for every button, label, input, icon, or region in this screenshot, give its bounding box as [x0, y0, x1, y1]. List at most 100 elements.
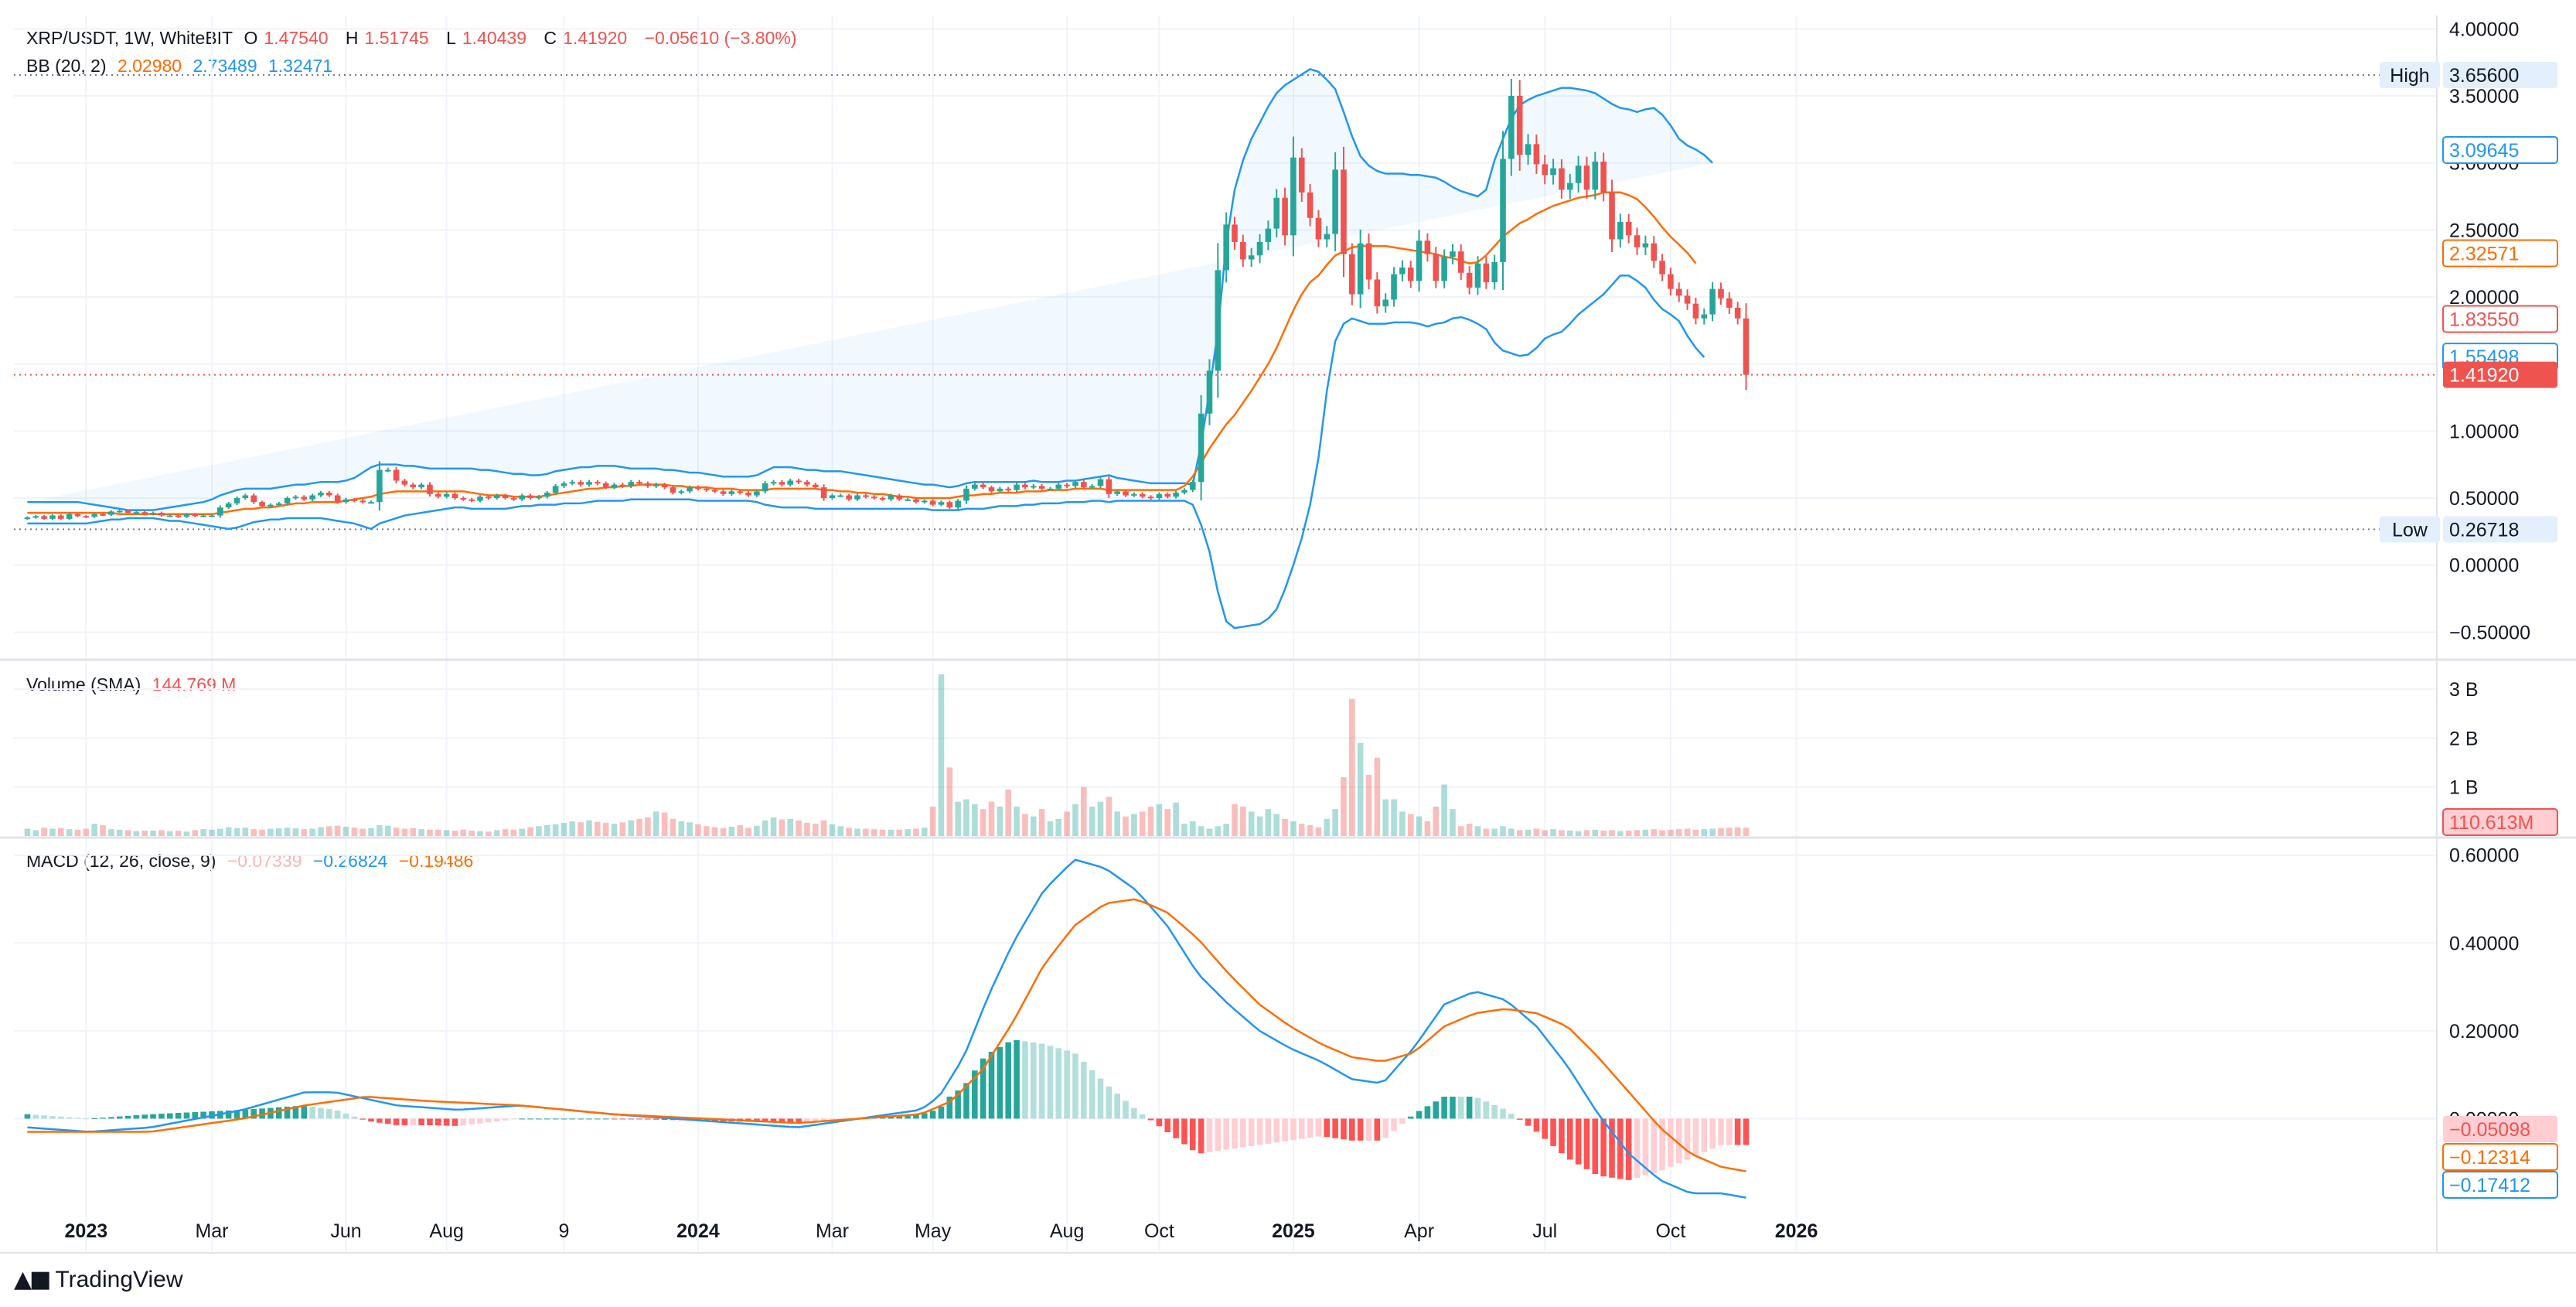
candle-body: [628, 482, 635, 486]
volume-bar: [1726, 828, 1733, 836]
macd-hist-bar: [1055, 1048, 1062, 1119]
volume-bar: [595, 821, 601, 836]
candle: [1164, 492, 1171, 499]
macd-hist-bar: [192, 1112, 199, 1119]
macd-hist-bar: [1701, 1118, 1708, 1153]
macd-hist-bar: [1198, 1118, 1205, 1154]
time-axis-label: Jun: [330, 1220, 361, 1242]
volume-bar: [1374, 757, 1381, 836]
candle: [1391, 267, 1397, 307]
candle: [1374, 272, 1381, 314]
macd-hist-bar: [1374, 1118, 1381, 1141]
candle: [552, 483, 559, 495]
volume-bar: [393, 828, 400, 836]
candle: [1441, 249, 1447, 288]
candle-body: [434, 493, 441, 497]
macd-hist-bar: [578, 1118, 584, 1120]
volume-bar: [1215, 826, 1222, 836]
macd-hist-bar: [1014, 1039, 1020, 1119]
volume-bar: [929, 807, 936, 836]
volume-bar: [1349, 698, 1355, 836]
volume-bar: [1491, 828, 1498, 836]
macd-hist-bar: [1223, 1118, 1229, 1150]
candle-body: [209, 515, 215, 517]
volume-last-tag: 110.613M: [2442, 808, 2558, 836]
macd-hist-bar: [393, 1118, 400, 1125]
candle: [1726, 292, 1733, 314]
candle-body: [1240, 241, 1246, 260]
candle: [1743, 303, 1750, 391]
volume-bar: [1324, 818, 1331, 836]
macd-hist-bar: [1441, 1097, 1447, 1119]
volume-bar: [267, 828, 274, 836]
macd-hist-bar: [275, 1107, 282, 1119]
macd-hist-bar: [116, 1116, 123, 1119]
candle-body: [754, 491, 760, 496]
candle-body: [1131, 493, 1137, 496]
macd-hist-bar: [653, 1118, 659, 1120]
volume-bar: [1416, 816, 1423, 836]
macd-hist-bar: [519, 1118, 526, 1120]
volume-bar: [510, 829, 517, 836]
macd-hist-bar: [32, 1114, 39, 1119]
candle: [183, 513, 190, 518]
candle-body: [1341, 169, 1347, 254]
macd-hist-bar: [284, 1106, 291, 1119]
macd-hist-bar: [938, 1106, 945, 1119]
volume-bar: [225, 827, 232, 836]
macd-hist-bar: [980, 1058, 986, 1119]
macd-hist-bar: [1332, 1118, 1338, 1138]
candle-body: [1684, 295, 1691, 304]
candle: [1315, 210, 1322, 247]
candle-body: [384, 469, 391, 472]
macd-hist-bar: [1609, 1118, 1615, 1178]
time-axis-label: Mar: [816, 1220, 849, 1242]
candle: [133, 510, 140, 514]
candle: [1064, 483, 1070, 488]
time-axis-label: 2026: [1775, 1220, 1818, 1242]
tradingview-logo[interactable]: ▲■ TradingView: [14, 1266, 183, 1293]
macd-hist-bar: [905, 1114, 911, 1119]
candle-body: [1156, 493, 1163, 498]
candle: [1684, 289, 1691, 310]
macd-hist-bar: [1047, 1046, 1054, 1119]
volume-bar: [687, 822, 693, 836]
candle-body: [863, 495, 869, 497]
volume-bar: [1014, 807, 1020, 836]
macd-hist-bar: [1391, 1118, 1397, 1131]
volume-bar: [1164, 809, 1171, 836]
candle: [1416, 230, 1423, 292]
candle: [469, 497, 475, 503]
volume-bar: [284, 828, 291, 836]
volume-bar: [552, 824, 559, 836]
candle: [1701, 308, 1708, 325]
candle: [812, 483, 819, 490]
volume-bar: [318, 827, 324, 836]
candle-body: [653, 484, 659, 486]
candle: [754, 490, 760, 497]
candle-body: [905, 499, 911, 501]
candle-body: [469, 499, 475, 501]
volume-bar: [661, 812, 668, 836]
macd-hist-bar: [955, 1090, 961, 1119]
candle: [49, 514, 56, 520]
candle-body: [578, 482, 584, 485]
candle: [1625, 213, 1632, 244]
candle-body: [275, 503, 282, 505]
volume-bar: [561, 822, 567, 836]
time-axis-label: 2024: [676, 1220, 720, 1242]
candle-body: [1223, 224, 1229, 271]
volume-bar: [879, 829, 886, 836]
candle-body: [913, 499, 919, 503]
candle-body: [972, 484, 978, 489]
volume-bar: [1273, 814, 1280, 836]
volume-bar: [1357, 742, 1364, 836]
candle: [434, 492, 441, 499]
candle-body: [1123, 491, 1129, 496]
candle-body: [728, 491, 735, 494]
volume-bar: [1232, 804, 1238, 836]
candle: [1038, 484, 1045, 491]
time-axis-label: Oct: [1144, 1220, 1174, 1242]
candle: [175, 514, 182, 518]
